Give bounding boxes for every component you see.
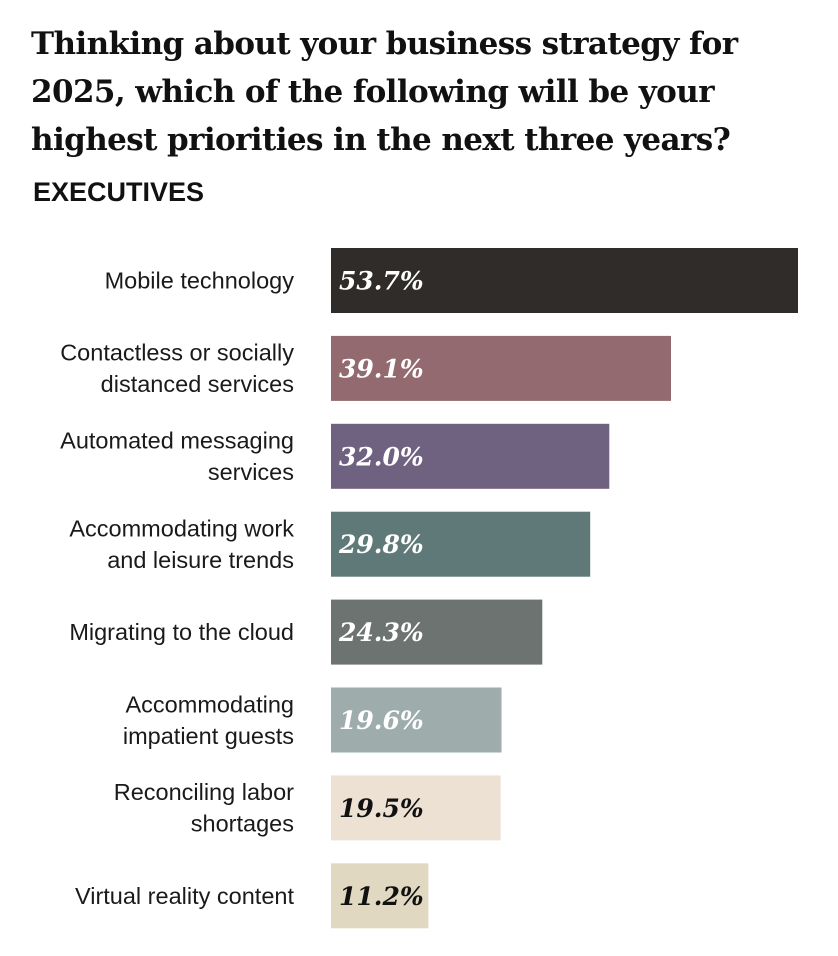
category-label: Accommodating impatient guests xyxy=(123,691,294,749)
category-label-line: Contactless or socially xyxy=(60,340,294,366)
bar-value-label: 24.3% xyxy=(338,618,424,647)
bar-value-label: 19.5% xyxy=(339,794,424,823)
bar-value-label: 11.2% xyxy=(339,882,424,911)
category-label-line: Migrating to the cloud xyxy=(69,619,294,645)
category-label-line: shortages xyxy=(191,811,294,837)
category-label-line: Virtual reality content xyxy=(75,883,294,909)
category-label-line: Automated messaging xyxy=(60,428,294,454)
bars-layer: 53.7% Mobile technology 39.1% Contactless o… xyxy=(60,248,798,929)
bar-value-label: 32.0% xyxy=(339,442,424,471)
category-label: Accommodating work and leisure trends xyxy=(69,516,294,574)
category-label-line: distanced services xyxy=(101,371,294,397)
bar-value-label: 19.6% xyxy=(339,706,424,735)
category-label: Mobile technology xyxy=(105,268,295,294)
chart-subtitle: EXECUTIVES xyxy=(33,177,205,207)
category-label: Migrating to the cloud xyxy=(69,619,294,645)
bar xyxy=(331,423,610,489)
category-label-line: Accommodating xyxy=(126,691,295,717)
category-label-line: impatient guests xyxy=(123,723,294,749)
bar xyxy=(331,687,502,753)
category-label: Virtual reality content xyxy=(75,883,294,909)
category-label-line: Reconciling labor xyxy=(114,779,294,805)
bar-value-label: 53.7% xyxy=(339,267,424,296)
bar-value-label: 29.8% xyxy=(338,530,424,559)
bar xyxy=(331,775,501,841)
category-label-line: and leisure trends xyxy=(107,547,294,573)
bar-value-label: 39.1% xyxy=(339,354,424,383)
category-label: Automated messaging services xyxy=(60,428,294,486)
category-label-line: Mobile technology xyxy=(105,268,295,294)
category-label: Contactless or socially distanced service… xyxy=(60,340,294,398)
bar xyxy=(331,599,543,665)
chart-title: Thinking about your business strategy fo… xyxy=(31,26,738,158)
bar xyxy=(331,335,671,401)
category-label-line: Accommodating work xyxy=(69,516,294,542)
category-label: Reconciling labor shortages xyxy=(114,779,294,837)
bar xyxy=(331,511,591,577)
bar xyxy=(331,248,798,313)
bar xyxy=(331,863,429,929)
category-label-line: services xyxy=(208,459,294,485)
